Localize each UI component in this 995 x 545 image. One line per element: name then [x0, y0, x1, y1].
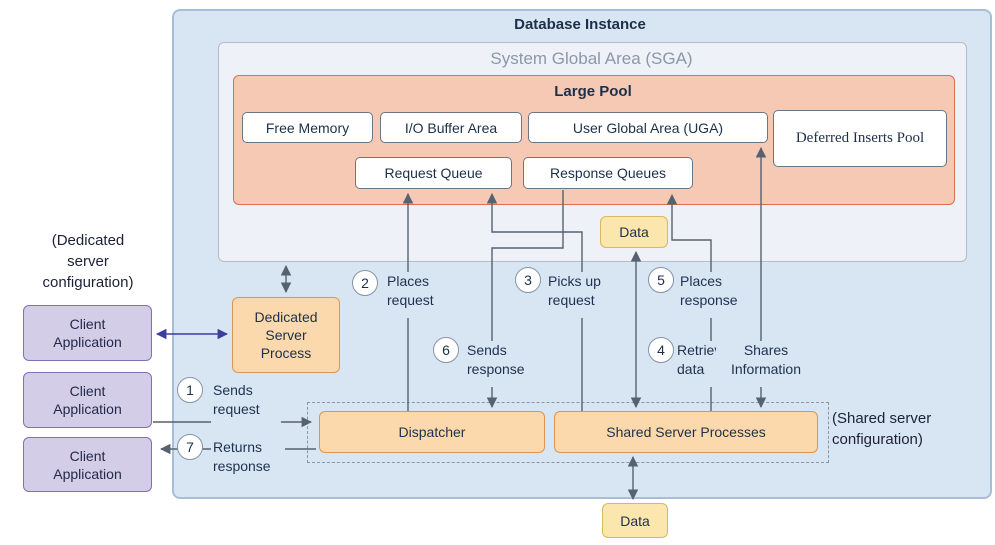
- dedicated-config-line2: server: [67, 253, 109, 270]
- deferred-inserts-pool-box: Deferred Inserts Pool: [773, 110, 947, 167]
- label-returns-response: Returns response: [211, 438, 285, 484]
- client-line1: Client: [69, 447, 106, 464]
- shared-server-processes-box: Shared Server Processes: [554, 411, 818, 453]
- client-application-box-3: Client Application: [23, 437, 152, 492]
- io-buffer-area-box: I/O Buffer Area: [380, 112, 522, 143]
- shared-config-line1: (Shared server: [832, 410, 932, 427]
- data-box-sga: Data: [600, 216, 668, 248]
- sga-title: System Global Area (SGA): [490, 49, 693, 68]
- io-buffer-area-label: I/O Buffer Area: [404, 119, 498, 136]
- step-circle-7: 7: [177, 434, 203, 460]
- client-line2: Application: [53, 334, 122, 350]
- label-places-request: Places request: [385, 272, 436, 318]
- label-places-response: Places response: [678, 272, 740, 318]
- response-queues-label: Response Queues: [550, 165, 666, 181]
- shared-server-processes-label: Shared Server Processes: [606, 424, 766, 440]
- client-line1: Client: [69, 316, 106, 332]
- shared-config-caption: (Shared server configuration): [832, 408, 990, 450]
- deferred-inserts-pool-label: Deferred Inserts Pool: [795, 130, 925, 146]
- label-picks-up-request: Picks up request: [546, 272, 603, 318]
- dedicated-config-line3: configuration): [42, 274, 134, 291]
- free-memory-label: Free Memory: [265, 119, 350, 136]
- database-instance-title: Database Instance: [514, 16, 646, 33]
- shared-config-line2: configuration): [832, 431, 923, 448]
- step-circle-3: 3: [515, 267, 541, 293]
- large-pool-title: Large Pool: [554, 83, 632, 100]
- dedicated-server-line1: Dedicated: [254, 309, 318, 325]
- dedicated-server-line3: Process: [260, 345, 312, 361]
- label-sends-request: Sends request: [211, 381, 281, 427]
- uga-box: User Global Area (UGA): [528, 112, 768, 143]
- dedicated-config-caption: (Dedicated server configuration): [8, 230, 168, 293]
- step-circle-1: 1: [177, 377, 203, 403]
- client-application-box-1: Client Application: [23, 305, 152, 361]
- data-label: Data: [620, 512, 650, 529]
- step-circle-4: 4: [648, 337, 674, 363]
- client-line2: Application: [53, 401, 122, 417]
- data-box-disk: Data: [602, 503, 668, 538]
- response-queues-box: Response Queues: [523, 157, 693, 189]
- dispatcher-box: Dispatcher: [319, 411, 545, 453]
- dedicated-server-process-box: Dedicated Server Process: [232, 297, 340, 373]
- dedicated-config-line1: (Dedicated: [51, 232, 125, 249]
- label-sends-response: Sends response: [465, 341, 527, 387]
- step-circle-6: 6: [433, 337, 459, 363]
- step-circle-2: 2: [352, 270, 378, 296]
- free-memory-box: Free Memory: [242, 112, 373, 143]
- data-label: Data: [619, 224, 649, 240]
- dispatcher-label: Dispatcher: [398, 424, 466, 440]
- uga-label: User Global Area (UGA): [572, 119, 724, 136]
- client-application-box-2: Client Application: [23, 372, 152, 428]
- step-circle-5: 5: [648, 267, 674, 293]
- request-queue-box: Request Queue: [355, 157, 512, 189]
- label-shares-information: Shares Information: [716, 341, 816, 387]
- client-line2: Application: [53, 465, 122, 482]
- client-line1: Client: [69, 383, 106, 399]
- dedicated-server-line2: Server: [265, 327, 307, 343]
- request-queue-label: Request Queue: [384, 165, 483, 181]
